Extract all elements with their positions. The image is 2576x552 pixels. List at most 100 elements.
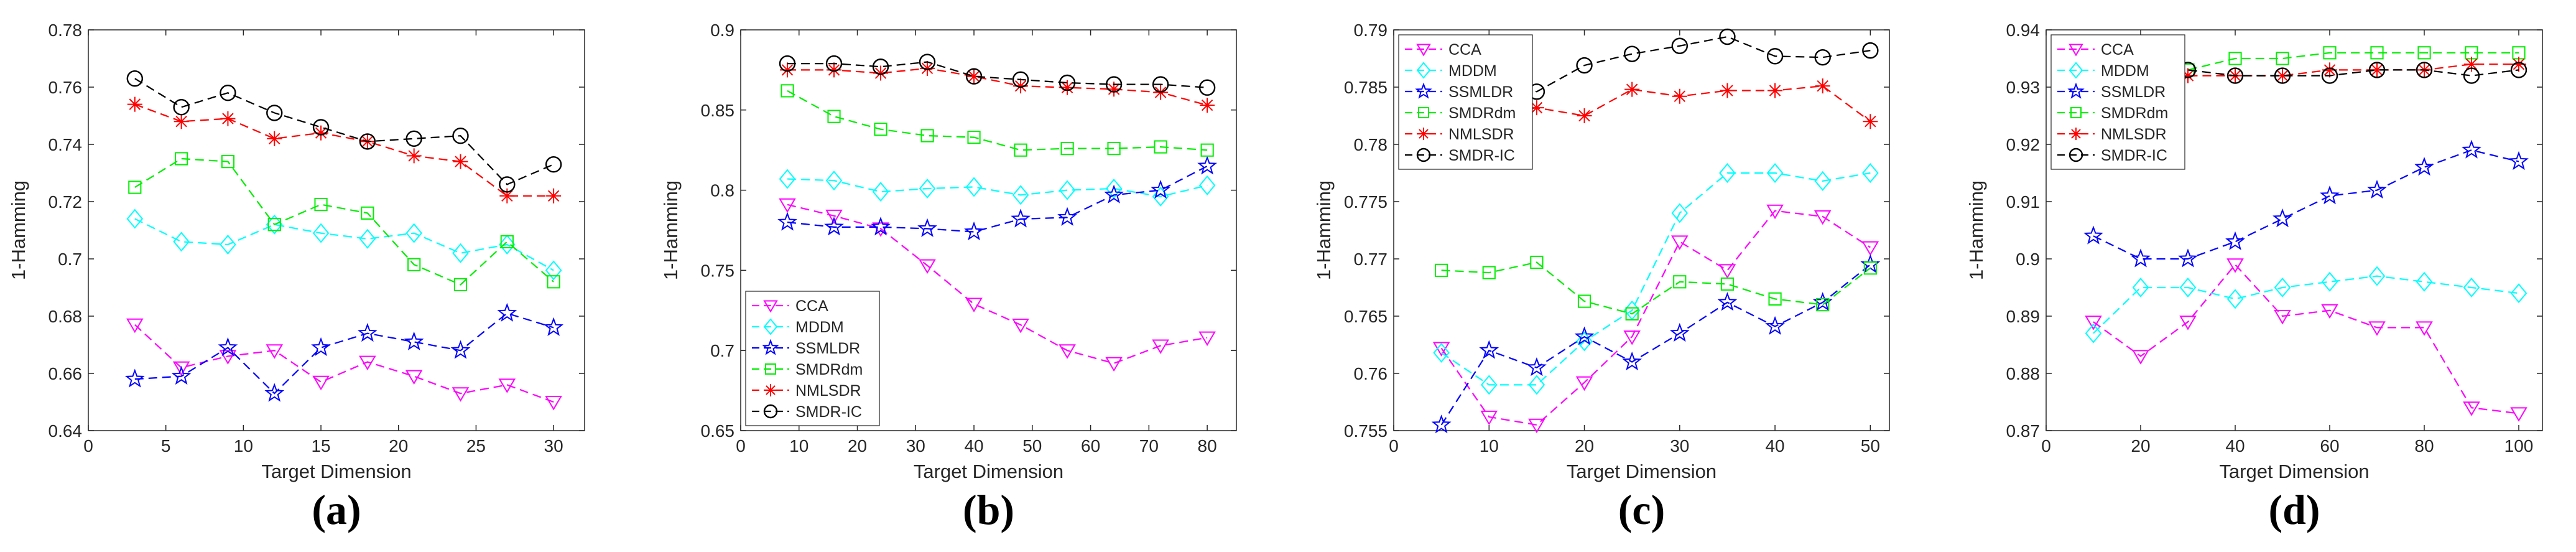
data-point-smdrdm (2370, 46, 2384, 60)
data-point-smdr-ic (825, 55, 843, 72)
data-point-smdr-ic (872, 58, 889, 75)
y-tick-label: 0.755 (1344, 421, 1388, 441)
data-point-ssmldr (871, 217, 891, 236)
series-line-ssmldr (134, 312, 554, 395)
series-line-cca (1440, 210, 1871, 426)
y-tick-label: 0.775 (1344, 192, 1388, 212)
data-point-smdrdm (1530, 255, 1544, 269)
data-point-mddm (126, 208, 144, 229)
data-point-smdrdm (175, 152, 188, 166)
legend-label-mddm: MDDM (2101, 62, 2149, 80)
data-point-cca (266, 344, 283, 359)
series-line-smdr-ic (134, 78, 554, 185)
data-point-mddm (2226, 289, 2244, 309)
x-tick-label: 0 (736, 436, 746, 456)
data-point-smdr-ic (1152, 76, 1169, 93)
data-point-mddm (1059, 180, 1076, 200)
data-point-mddm (919, 179, 936, 199)
data-point-nmlsdr (2464, 57, 2479, 72)
data-point-cca (1105, 357, 1123, 372)
data-point-mddm (2274, 278, 2291, 297)
data-point-smdr-ic (220, 84, 236, 101)
data-point-nmlsdr (1529, 100, 1544, 116)
data-point-ssmldr (1765, 316, 1785, 335)
x-tick-label: 30 (1670, 436, 1689, 456)
data-point-cca (1575, 376, 1593, 391)
x-tick-label: 25 (466, 436, 486, 456)
data-point-ssmldr (2178, 248, 2198, 268)
series-line-mddm (1441, 172, 1871, 386)
data-point-cca (919, 259, 936, 274)
data-point-mddm (266, 214, 283, 235)
data-point-ssmldr (404, 331, 424, 350)
legend: CCA MDDM SSMLDR SMDRdm NMLSDR SMDR-IC (1398, 34, 1533, 170)
x-tick-label: 0 (83, 436, 93, 456)
x-tick-label: 20 (2131, 436, 2150, 456)
data-point-smdr-ic (312, 119, 330, 136)
data-point-cca (1480, 410, 1498, 426)
data-point-mddm (779, 169, 796, 189)
data-point-smdrdm (1720, 277, 1735, 291)
legend-label-smdrdm: SMDRdm (2101, 105, 2168, 122)
data-point-smdrdm (874, 123, 887, 136)
x-tick-label: 80 (1198, 436, 1217, 456)
data-point-cca (2463, 401, 2480, 416)
y-tick-label: 0.87 (2006, 421, 2041, 441)
data-point-nmlsdr (1577, 108, 1592, 123)
data-point-cca (545, 396, 562, 411)
y-tick-label: 0.75 (701, 261, 735, 280)
y-tick-label: 0.93 (2006, 78, 2041, 97)
y-axis-label: 1-Hamming (7, 180, 29, 280)
data-point-smdr-ic (2416, 62, 2433, 78)
y-tick-label: 0.64 (49, 421, 83, 441)
data-point-nmlsdr (1013, 78, 1029, 94)
data-point-ssmldr (1057, 207, 1077, 226)
y-tick-label: 0.765 (1344, 307, 1388, 326)
y-tick-label: 0.7 (58, 250, 82, 269)
series-line-mddm (134, 218, 554, 271)
data-point-smdrdm (361, 206, 374, 220)
data-point-ssmldr (2083, 225, 2103, 245)
data-point-smdrdm (453, 278, 468, 291)
data-point-smdr-ic (1623, 45, 1641, 62)
y-axis-label: 1-Hamming (1965, 180, 1987, 280)
data-point-nmlsdr (920, 60, 935, 76)
series-line-mddm (787, 178, 1208, 198)
data-point-cca (825, 209, 843, 225)
y-tick-label: 0.88 (2006, 364, 2041, 383)
data-point-ssmldr (1151, 179, 1170, 199)
panel-caption: (b) (963, 486, 1014, 533)
data-point-ssmldr (544, 317, 563, 336)
data-point-smdr-ic (1198, 79, 1216, 96)
data-point-ssmldr (2462, 139, 2481, 159)
data-point-smdr-ic (126, 70, 144, 87)
x-tick-label: 30 (906, 436, 925, 456)
legend-marker-smdrdm (765, 363, 776, 375)
x-tick-label: 40 (2225, 436, 2245, 456)
data-point-smdr-ic (2510, 62, 2527, 78)
data-point-nmlsdr (2511, 57, 2526, 72)
y-tick-label: 0.9 (2016, 250, 2040, 269)
data-point-nmlsdr (1815, 78, 1830, 94)
data-point-cca (779, 198, 796, 213)
data-point-cca (1152, 339, 1169, 354)
data-point-mddm (1719, 163, 1736, 183)
data-point-nmlsdr (406, 148, 422, 164)
data-point-ssmldr (2320, 185, 2340, 205)
legend-marker-ssmldr (2067, 82, 2085, 99)
data-point-smdr-ic (2274, 67, 2291, 84)
data-point-ssmldr (2225, 231, 2245, 250)
data-point-smdrdm (500, 235, 514, 248)
y-tick-label: 0.66 (49, 364, 83, 383)
legend-marker-nmlsdr (1417, 128, 1430, 140)
legend-label-cca: CCA (2101, 41, 2134, 58)
data-point-mddm (1480, 375, 1498, 395)
legend-label-cca: CCA (1448, 41, 1481, 58)
data-point-ssmldr (917, 218, 937, 237)
y-tick-label: 0.78 (1354, 135, 1388, 154)
data-point-nmlsdr (313, 125, 329, 141)
panel-caption: (c) (1618, 486, 1665, 533)
data-point-smdrdm (128, 180, 142, 194)
data-point-smdrdm (407, 258, 421, 271)
series-line-smdrdm (134, 157, 554, 286)
